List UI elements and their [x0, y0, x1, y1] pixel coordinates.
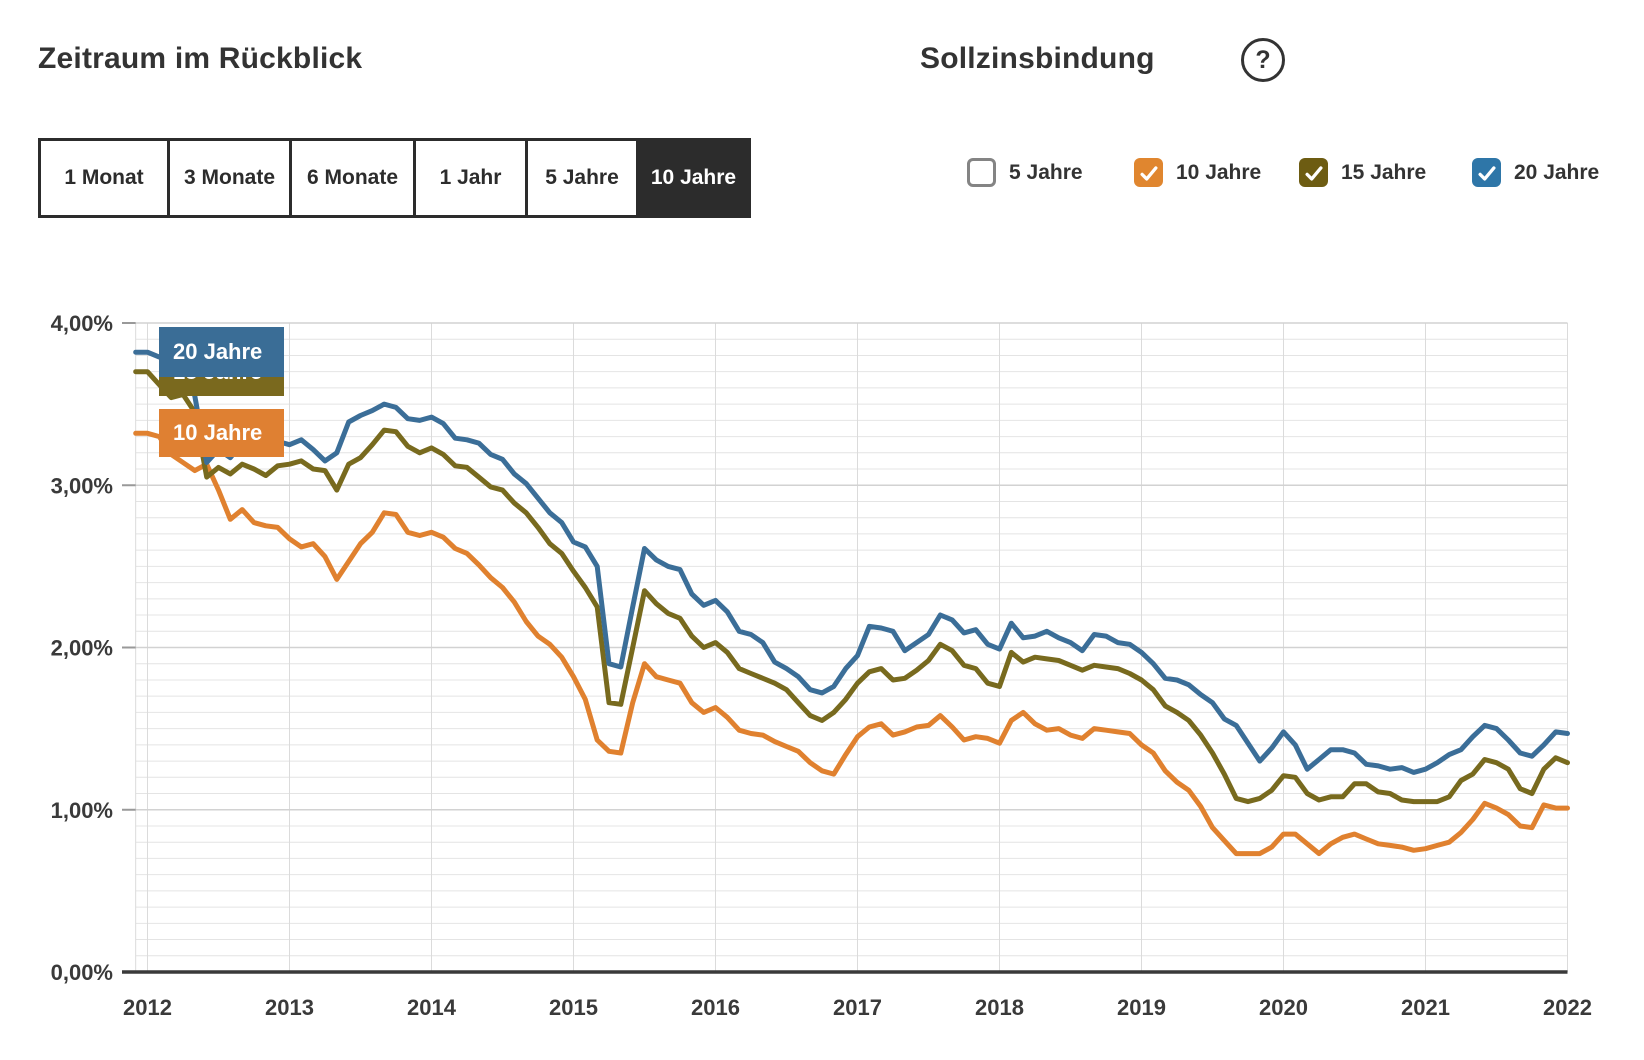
binding-checkbox-10-jahre[interactable]: 10 Jahre	[1134, 158, 1261, 187]
binding-checkbox-label: 5 Jahre	[1009, 160, 1083, 184]
binding-checkbox-label: 15 Jahre	[1341, 160, 1427, 184]
x-axis-tick-label: 2016	[691, 995, 740, 1020]
y-axis-tick-label: 4,00%	[51, 311, 113, 336]
x-axis-tick-label: 2018	[975, 995, 1024, 1020]
series-chip-10-jahre: 10 Jahre	[159, 409, 284, 457]
checkbox-checked-icon[interactable]	[1472, 158, 1501, 187]
y-axis-tick-label: 0,00%	[51, 960, 113, 985]
x-axis-tick-label: 2020	[1259, 995, 1308, 1020]
check-icon	[1304, 165, 1323, 181]
binding-checkbox-15-jahre[interactable]: 15 Jahre	[1299, 158, 1426, 187]
x-axis-tick-label: 2013	[265, 995, 314, 1020]
checkbox-unchecked-icon[interactable]	[967, 158, 996, 187]
binding-checkbox-5-jahre[interactable]: 5 Jahre	[967, 158, 1083, 187]
checkbox-checked-icon[interactable]	[1299, 158, 1328, 187]
rate-line-20-jahre	[133, 349, 1570, 775]
binding-checkbox-20-jahre[interactable]: 20 Jahre	[1472, 158, 1599, 187]
x-axis-tick-label: 2015	[549, 995, 598, 1020]
x-axis-tick-label: 2017	[833, 995, 882, 1020]
page-title-zeitraum: Zeitraum im Rückblick	[38, 42, 363, 75]
period-tab-10-jahre[interactable]: 10 Jahre	[636, 138, 751, 218]
y-axis-tick-label: 2,00%	[51, 636, 113, 661]
y-axis-tick-label: 3,00%	[51, 473, 113, 498]
page-title-sollzinsbindung: Sollzinsbindung	[920, 42, 1155, 75]
checkbox-checked-icon[interactable]	[1134, 158, 1163, 187]
check-icon	[1477, 165, 1496, 181]
binding-checkbox-label: 10 Jahre	[1176, 160, 1262, 184]
period-tab-5-jahre[interactable]: 5 Jahre	[525, 138, 639, 218]
x-axis-tick-label: 2019	[1117, 995, 1166, 1020]
x-axis-tick-label: 2014	[407, 995, 457, 1020]
period-tab-1-monat[interactable]: 1 Monat	[38, 138, 170, 218]
check-icon	[1139, 165, 1158, 181]
x-axis-tick-label: 2022	[1543, 995, 1592, 1020]
rate-chart-canvas: 4,00% 3,00% 2,00% 1,00% 0,00% 2012 2013 2014 201…	[51, 311, 1592, 1020]
rate-line-10-jahre	[133, 430, 1570, 857]
x-axis-tick-label: 2012	[123, 995, 172, 1020]
period-tab-group: 1 Monat 3 Monate 6 Monate 1 Jahr 5 Jahre 10 J…	[38, 138, 751, 218]
y-axis-tick-label: 1,00%	[51, 798, 113, 823]
period-tab-6-monate[interactable]: 6 Monate	[289, 138, 416, 218]
x-axis-tick-label: 2021	[1401, 995, 1450, 1020]
help-icon[interactable]: ?	[1241, 38, 1285, 82]
binding-checkbox-label: 20 Jahre	[1514, 160, 1600, 184]
rate-line-15-jahre	[133, 369, 1570, 805]
series-chip-20-jahre: 20 Jahre	[159, 327, 284, 377]
